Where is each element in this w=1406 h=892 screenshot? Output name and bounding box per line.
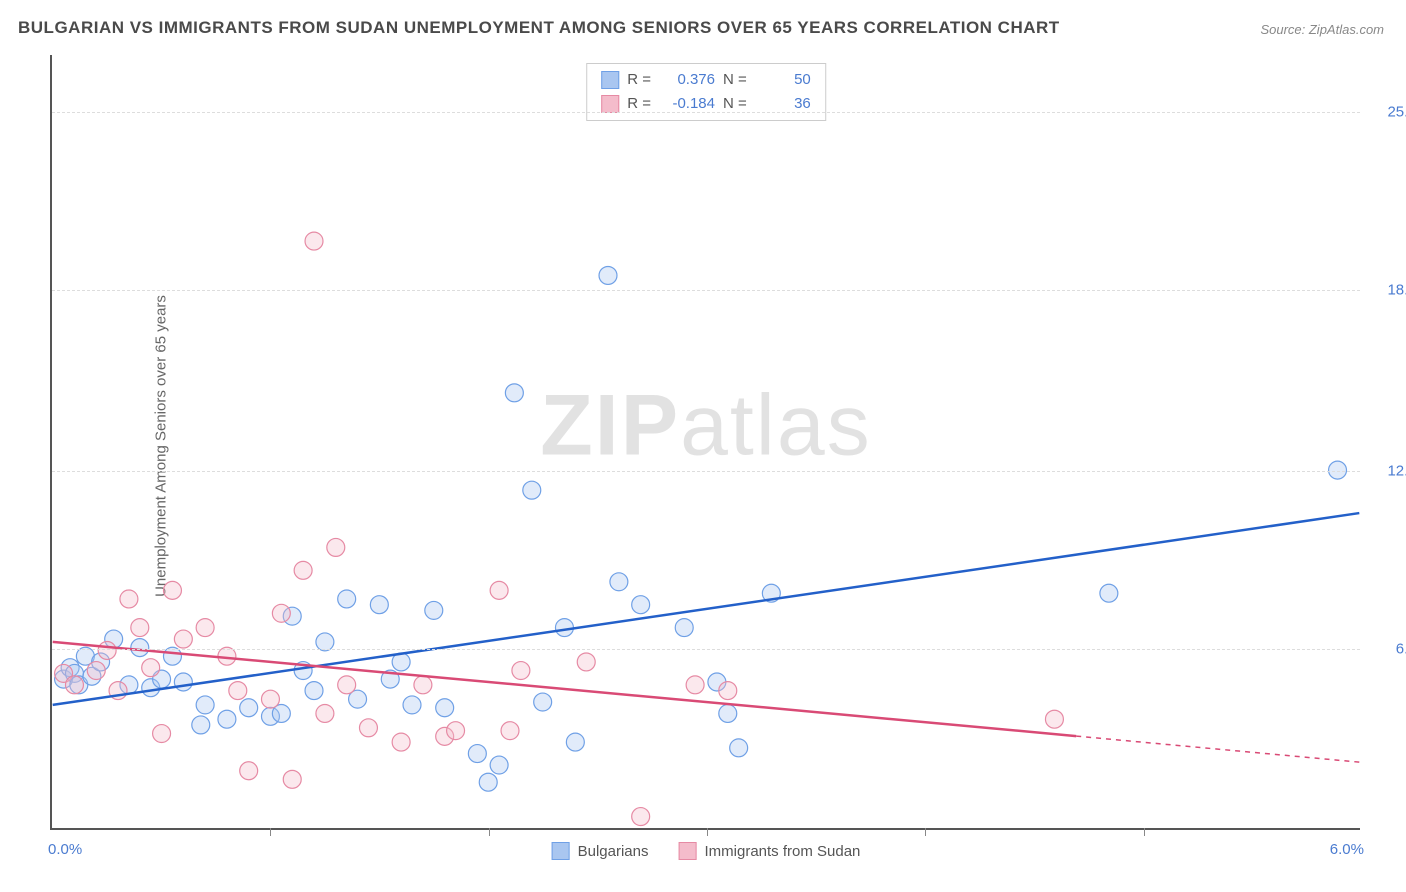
data-point	[414, 676, 432, 694]
data-point	[610, 573, 628, 591]
data-point	[512, 662, 530, 680]
swatch-series2-legend	[679, 842, 697, 860]
data-point	[632, 596, 650, 614]
data-point	[283, 770, 301, 788]
data-point	[305, 682, 323, 700]
data-point	[534, 693, 552, 711]
data-point	[305, 232, 323, 250]
data-point	[370, 596, 388, 614]
y-tick-label: 25.0%	[1387, 104, 1406, 121]
legend-item-series1: Bulgarians	[552, 842, 649, 860]
data-point	[436, 699, 454, 717]
data-point	[1329, 461, 1347, 479]
source-attribution: Source: ZipAtlas.com	[1260, 22, 1384, 37]
data-point	[1045, 710, 1063, 728]
data-point	[272, 604, 290, 622]
data-point	[240, 699, 258, 717]
data-point	[599, 266, 617, 284]
plot-svg	[52, 55, 1360, 828]
chart-title: BULGARIAN VS IMMIGRANTS FROM SUDAN UNEMP…	[18, 18, 1060, 38]
data-point	[316, 705, 334, 723]
data-point	[490, 756, 508, 774]
grid-line	[52, 649, 1360, 650]
data-point	[523, 481, 541, 499]
legend-label-series1: Bulgarians	[578, 843, 649, 860]
data-point	[719, 682, 737, 700]
data-point	[294, 561, 312, 579]
data-point	[65, 676, 83, 694]
data-point	[163, 581, 181, 599]
y-tick-label: 18.8%	[1387, 282, 1406, 299]
y-tick-label: 6.3%	[1396, 641, 1406, 658]
data-point	[501, 722, 519, 740]
data-point	[479, 773, 497, 791]
chart-area: ZIPatlas R = 0.376 N = 50 R = -0.184 N =…	[50, 55, 1360, 830]
data-point	[425, 601, 443, 619]
data-point	[120, 590, 138, 608]
legend: Bulgarians Immigrants from Sudan	[552, 842, 861, 860]
data-point	[719, 705, 737, 723]
data-point	[577, 653, 595, 671]
x-tick-mark	[1144, 828, 1145, 836]
y-tick-label: 12.5%	[1387, 463, 1406, 480]
legend-label-series2: Immigrants from Sudan	[705, 843, 861, 860]
grid-line	[52, 290, 1360, 291]
data-point	[261, 690, 279, 708]
data-point	[359, 719, 377, 737]
legend-item-series2: Immigrants from Sudan	[679, 842, 861, 860]
data-point	[240, 762, 258, 780]
data-point	[392, 733, 410, 751]
data-point	[153, 725, 171, 743]
data-point	[632, 808, 650, 826]
data-point	[87, 662, 105, 680]
data-point	[505, 384, 523, 402]
x-tick-max: 6.0%	[1330, 841, 1364, 858]
grid-line	[52, 112, 1360, 113]
data-point	[327, 538, 345, 556]
data-point	[730, 739, 748, 757]
data-point	[131, 639, 149, 657]
swatch-series1-legend	[552, 842, 570, 860]
data-point	[196, 619, 214, 637]
data-point	[192, 716, 210, 734]
data-point	[686, 676, 704, 694]
data-point	[338, 590, 356, 608]
data-point	[98, 642, 116, 660]
data-point	[1100, 584, 1118, 602]
trend-line	[53, 513, 1360, 705]
x-tick-mark	[270, 828, 271, 836]
data-point	[229, 682, 247, 700]
data-point	[403, 696, 421, 714]
data-point	[174, 673, 192, 691]
grid-line	[52, 471, 1360, 472]
x-tick-mark	[707, 828, 708, 836]
data-point	[218, 710, 236, 728]
data-point	[490, 581, 508, 599]
data-point	[447, 722, 465, 740]
data-point	[468, 745, 486, 763]
x-tick-mark	[489, 828, 490, 836]
data-point	[338, 676, 356, 694]
data-point	[131, 619, 149, 637]
data-point	[142, 659, 160, 677]
trend-line-extrapolated	[1076, 736, 1359, 762]
data-point	[174, 630, 192, 648]
data-point	[675, 619, 693, 637]
data-point	[196, 696, 214, 714]
x-tick-min: 0.0%	[48, 841, 82, 858]
data-point	[566, 733, 584, 751]
x-tick-mark	[925, 828, 926, 836]
